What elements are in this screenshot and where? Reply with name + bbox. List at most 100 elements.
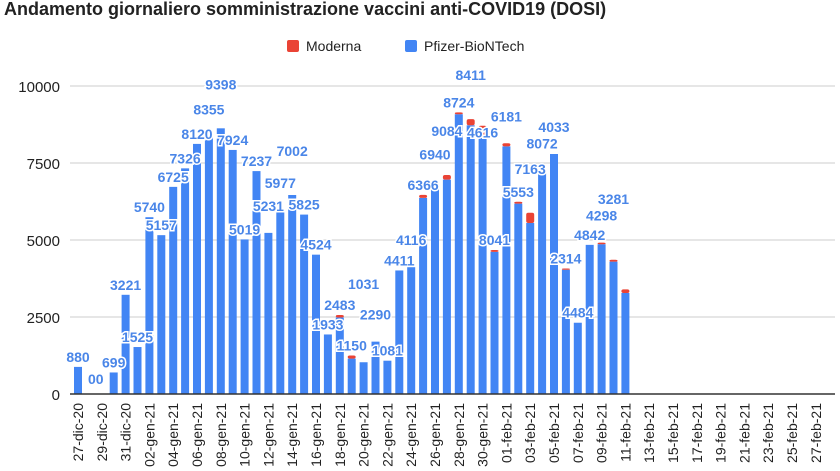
data-label: 2290 [360, 307, 391, 323]
x-tick-label: 01-feb-21 [498, 403, 514, 463]
bar-moderna [442, 175, 451, 180]
x-tick-label: 12-gen-21 [260, 403, 276, 467]
data-label: 4411 [384, 252, 415, 268]
bar-pfizer [442, 179, 451, 394]
x-tick-label: 21-feb-21 [736, 403, 752, 463]
x-tick-label: 06-gen-21 [189, 403, 205, 467]
y-tick-label: 2500 [27, 310, 60, 327]
legend-pfizer-swatch [405, 40, 417, 52]
bar-pfizer [621, 292, 630, 394]
x-tick-label: 28-gen-21 [451, 403, 467, 467]
x-tick-label: 05-feb-21 [546, 403, 562, 463]
data-label: 4298 [586, 208, 617, 224]
bar-pfizer [359, 362, 368, 394]
bar-pfizer [181, 168, 190, 394]
y-tick-label: 7500 [27, 156, 60, 173]
bar-pfizer [490, 251, 499, 394]
data-label: 8355 [193, 102, 224, 118]
data-label: 7924 [217, 132, 248, 148]
x-tick-label: 26-gen-21 [427, 403, 443, 467]
data-label: 6725 [158, 169, 189, 185]
x-tick-label: 22-gen-21 [379, 403, 395, 467]
data-label: 1150 [337, 338, 368, 354]
data-label: 6940 [419, 147, 450, 163]
x-tick-label: 11-feb-21 [617, 403, 633, 462]
data-label: 2314 [550, 251, 581, 267]
bar-pfizer [335, 317, 344, 394]
bar-pfizer [109, 372, 118, 394]
bar-pfizer [419, 197, 428, 394]
bar-pfizer [514, 203, 523, 394]
bar-pfizer [252, 171, 261, 394]
bar-moderna [609, 259, 618, 262]
bar-pfizer [502, 146, 511, 394]
x-tick-label: 02-gen-21 [141, 403, 157, 467]
bar-moderna [431, 181, 439, 185]
x-tick-label: 16-gen-21 [308, 403, 324, 467]
data-label: 699 [102, 354, 126, 370]
bar-pfizer [454, 114, 463, 394]
data-label: 5740 [134, 199, 165, 215]
bar-moderna [419, 194, 428, 198]
x-tick-label: 23-feb-21 [760, 403, 776, 463]
x-tick-label: 29-dic-20 [94, 403, 110, 462]
bar-pfizer [133, 347, 142, 394]
data-label: 1081 [372, 343, 403, 359]
x-tick-label: 14-gen-21 [284, 403, 300, 467]
data-label: 00 [88, 371, 104, 387]
data-label: 7163 [515, 161, 546, 177]
bar-pfizer [383, 360, 392, 394]
data-label: 8072 [527, 135, 558, 151]
x-tick-label: 15-feb-21 [665, 403, 681, 463]
x-tick-label: 08-gen-21 [213, 403, 229, 467]
bar-pfizer [466, 125, 475, 395]
x-tick-label: 31-dic-20 [118, 403, 134, 462]
bar-pfizer [347, 358, 356, 394]
bar-pfizer [264, 232, 273, 394]
data-label: 1933 [312, 316, 343, 332]
bar-pfizer [288, 195, 297, 394]
bar-pfizer [300, 214, 309, 394]
data-label: 3281 [598, 191, 629, 207]
bar-moderna [502, 143, 511, 147]
bar-pfizer [145, 217, 154, 394]
bar-pfizer [371, 341, 380, 394]
data-label: 1525 [122, 329, 153, 345]
x-tick-label: 10-gen-21 [237, 403, 253, 467]
x-tick-label: 30-gen-21 [475, 403, 491, 467]
x-tick-label: 25-feb-21 [784, 403, 800, 463]
data-label: 7326 [170, 150, 201, 166]
bar-pfizer [204, 136, 213, 394]
bar-pfizer [276, 209, 285, 394]
data-label: 8120 [181, 126, 212, 142]
data-label: 7002 [277, 143, 308, 159]
bar-moderna [347, 355, 356, 359]
data-label: 5157 [146, 217, 177, 233]
bar-pfizer [407, 267, 416, 394]
bar-pfizer [228, 149, 237, 394]
bar-pfizer [431, 184, 439, 394]
bar-pfizer [323, 334, 332, 394]
y-tick-label: 0 [52, 387, 60, 404]
data-label: 3221 [110, 277, 141, 293]
data-label: 4484 [562, 305, 593, 321]
data-label: 4616 [467, 125, 498, 141]
data-label: 5019 [229, 221, 260, 237]
x-tick-label: 09-feb-21 [594, 403, 610, 463]
bar-pfizer [550, 154, 558, 394]
bar-pfizer [312, 254, 320, 394]
x-tick-label: 20-gen-21 [356, 403, 372, 467]
bar-pfizer [74, 366, 82, 394]
data-label: 2483 [324, 297, 355, 313]
x-tick-label: 04-gen-21 [165, 403, 181, 467]
x-tick-label: 27-feb-21 [808, 403, 824, 463]
bar-pfizer [526, 222, 535, 394]
data-label: 9398 [205, 76, 236, 92]
bar-moderna [514, 201, 523, 204]
bar-pfizer [478, 134, 487, 394]
bar-moderna [490, 249, 499, 252]
bar-pfizer [157, 235, 166, 394]
data-label: 4524 [300, 237, 331, 253]
legend-moderna-swatch [287, 40, 299, 52]
